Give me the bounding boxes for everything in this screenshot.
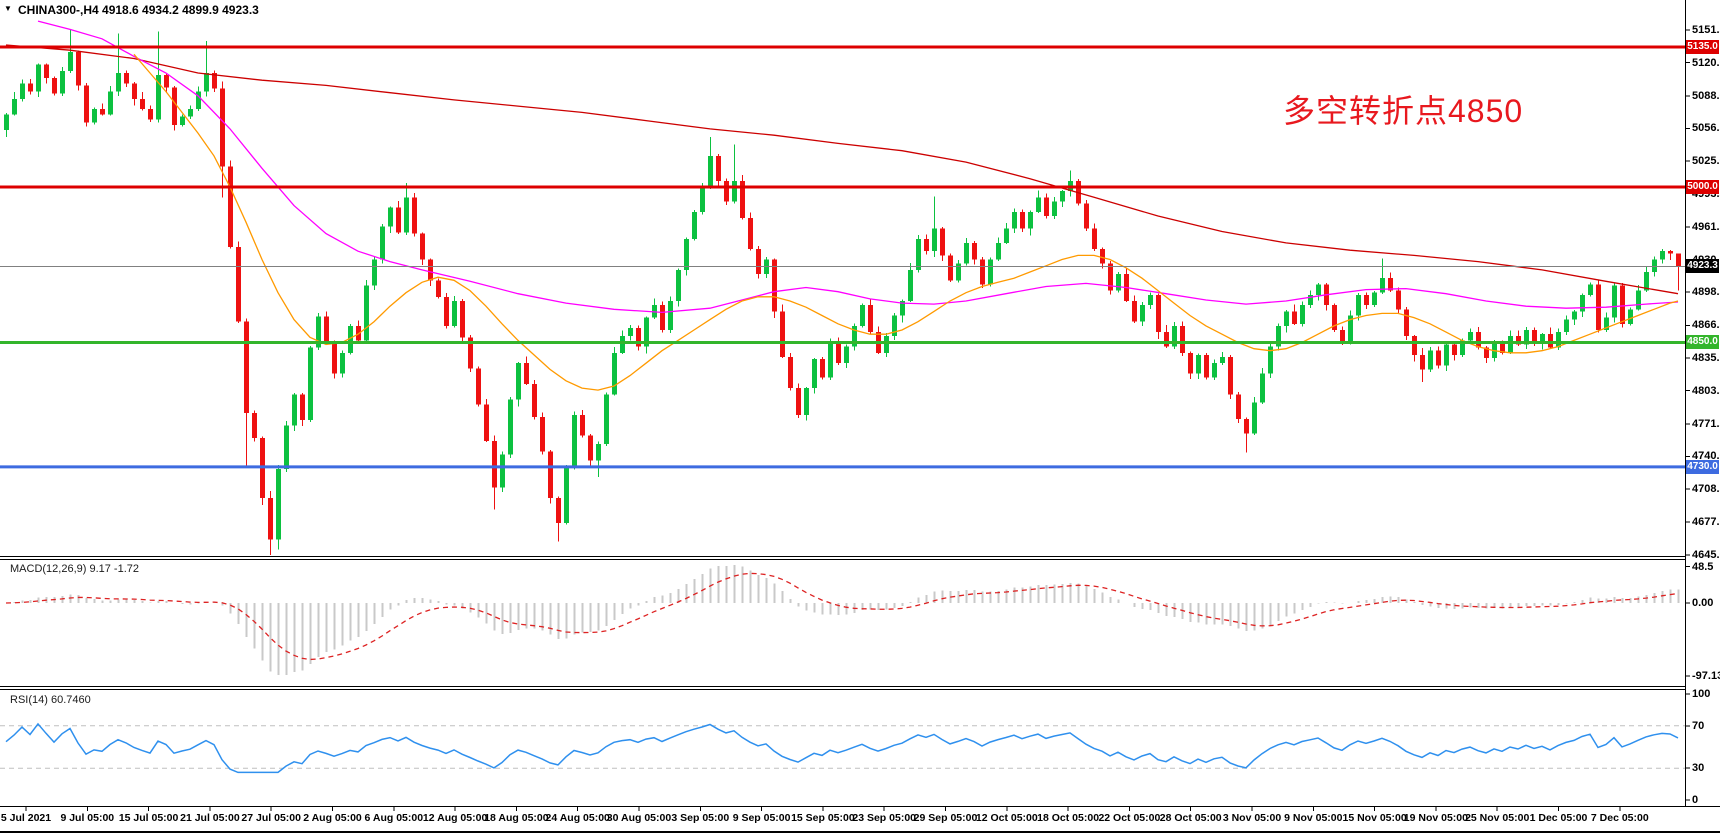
time-axis-label: 15 Jul 05:00	[118, 812, 179, 824]
rsi-indicator-label: RSI(14) 60.7460	[10, 694, 91, 706]
price-tick-label: 4961.5	[1692, 220, 1720, 233]
time-axis-label: 5 Jul 2021	[0, 812, 52, 824]
time-axis-label: 21 Jul 05:00	[180, 812, 240, 824]
time-axis-label: 7 Dec 05:00	[1590, 812, 1649, 824]
time-axis-label: 12 Aug 05:00	[422, 812, 488, 824]
price-tick-label: 4803.5	[1692, 384, 1720, 397]
price-tick-label: 4740.0	[1692, 450, 1720, 463]
time-axis-label: 18 Aug 05:00	[484, 812, 549, 824]
time-axis-label: 6 Aug 05:00	[364, 812, 424, 824]
macd-tick-label: -97.13	[1692, 669, 1720, 682]
time-axis-label: 22 Oct 05:00	[1098, 812, 1161, 824]
time-axis-label: 15 Nov 05:00	[1342, 812, 1407, 824]
time-axis-label: 1 Dec 05:00	[1529, 812, 1588, 824]
time-axis-label: 9 Nov 05:00	[1284, 812, 1343, 824]
chart-annotation-text[interactable]: 多空转折点4850	[1283, 93, 1524, 129]
price-badge: 5135.0	[1686, 40, 1719, 55]
macd-indicator-label: MACD(12,26,9) 9.17 -1.72	[10, 563, 140, 575]
time-axis-label: 2 Aug 05:00	[303, 812, 362, 824]
rsi-tick-label: 30	[1692, 762, 1705, 775]
price-tick-label: 5056.5	[1692, 122, 1720, 135]
macd-tick-label: 48.5	[1692, 560, 1714, 573]
time-axis-label: 19 Nov 05:00	[1403, 812, 1468, 824]
price-tick-label: 5120.0	[1692, 56, 1720, 69]
price-tick-label: 4898.5	[1692, 286, 1720, 299]
time-axis-label: 9 Jul 05:00	[60, 812, 115, 824]
macd-tick-label: 0.00	[1692, 597, 1714, 609]
price-badge: 4850.0	[1686, 335, 1719, 350]
time-axis-label: 9 Sep 05:00	[732, 812, 791, 824]
price-badge: 4923.3	[1686, 259, 1719, 274]
price-badge: 4730.0	[1686, 459, 1719, 474]
time-axis-label: 12 Oct 05:00	[975, 812, 1038, 824]
price-badge: 5000.0	[1686, 179, 1719, 194]
price-tick-label: 5025.0	[1692, 155, 1720, 168]
price-tick-label: 5151.5	[1692, 23, 1720, 36]
price-tick-label: 4835.0	[1692, 351, 1720, 364]
time-axis-label: 25 Nov 05:00	[1465, 812, 1530, 824]
time-axis-label: 3 Sep 05:00	[671, 812, 730, 824]
price-tick-label: 4866.5	[1692, 319, 1720, 332]
price-tick-label: 4771.5	[1692, 417, 1720, 430]
price-tick-label: 4677.0	[1692, 515, 1720, 528]
rsi-tick-label: 100	[1692, 688, 1711, 700]
time-axis-label: 30 Aug 05:00	[606, 812, 672, 824]
price-tick-label: 4708.5	[1692, 483, 1720, 496]
time-axis-label: 24 Aug 05:00	[545, 812, 610, 824]
time-axis-label: 27 Jul 05:00	[241, 812, 301, 824]
time-axis-label: 28 Oct 05:00	[1159, 812, 1222, 824]
price-tick-label: 5088.0	[1692, 89, 1720, 102]
time-axis-label: 18 Oct 05:00	[1037, 812, 1100, 824]
rsi-tick-label: 0	[1692, 794, 1699, 806]
time-axis-label: 15 Sep 05:00	[791, 812, 855, 824]
symbol-title: CHINA300-,H4 4918.6 4934.2 4899.9 4923.3	[18, 3, 259, 17]
time-axis-label: 29 Sep 05:00	[913, 812, 978, 824]
time-axis-label: 3 Nov 05:00	[1222, 812, 1282, 824]
rsi-tick-label: 70	[1692, 719, 1705, 732]
time-axis-label: 23 Sep 05:00	[852, 812, 917, 824]
price-tick-label: 4645.0	[1692, 548, 1720, 561]
chart-menu-arrow-icon[interactable]: ▼	[4, 4, 12, 13]
